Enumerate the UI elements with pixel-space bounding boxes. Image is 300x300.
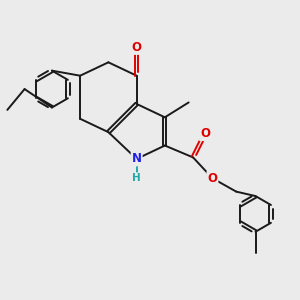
Text: O: O xyxy=(207,172,218,185)
Text: N: N xyxy=(132,152,142,165)
Text: O: O xyxy=(200,127,210,140)
Text: H: H xyxy=(132,173,141,183)
Text: O: O xyxy=(132,41,142,54)
